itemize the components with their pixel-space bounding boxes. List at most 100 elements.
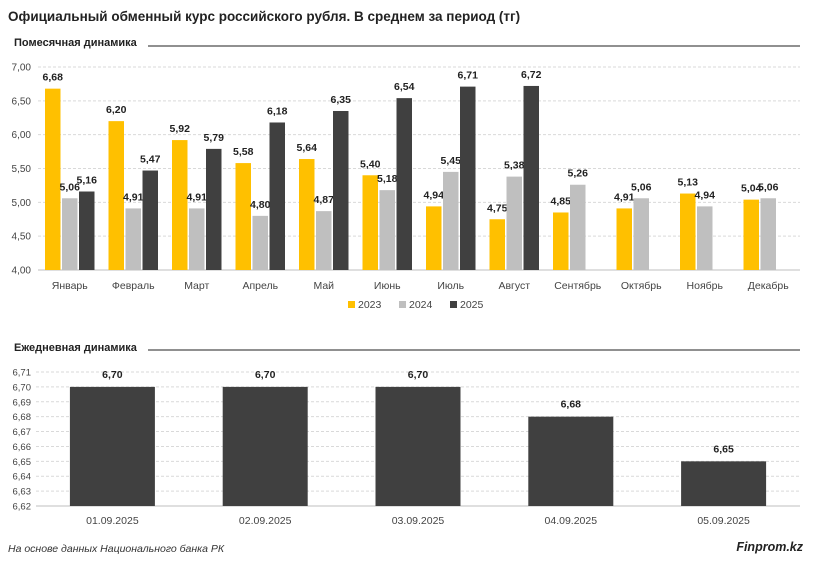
bar-2025 xyxy=(142,170,158,270)
y-tick-label: 6,66 xyxy=(13,442,32,453)
y-tick-label: 6,67 xyxy=(13,427,32,438)
monthly-chart: 4,00 4,50 5,00 5,50 6,00 6,50 7,00 Январь 6,68 5,… xyxy=(12,63,800,311)
x-tick-label: 02.09.2025 xyxy=(239,515,292,527)
data-label: 6,35 xyxy=(331,94,352,106)
data-label: 5,58 xyxy=(233,146,254,158)
data-label: 5,47 xyxy=(140,154,161,166)
y-tick-label: 6,65 xyxy=(13,457,32,468)
x-tick-label: Январь xyxy=(52,280,89,292)
data-label: 6,71 xyxy=(458,70,479,82)
data-label: 5,64 xyxy=(297,142,318,154)
monthly-section-title: Помесячная динамика xyxy=(14,37,137,49)
x-tick-label: Февраль xyxy=(112,280,155,292)
y-tick-label: 6,50 xyxy=(12,96,32,107)
bar-2024 xyxy=(316,211,332,270)
data-label: 4,75 xyxy=(487,202,508,214)
data-label: 4,91 xyxy=(614,191,635,203)
data-label: 4,94 xyxy=(424,189,445,201)
bar-2023 xyxy=(553,212,569,270)
daily-bar xyxy=(69,386,155,506)
x-tick-label: 05.09.2025 xyxy=(697,515,750,527)
data-label: 5,06 xyxy=(758,181,779,193)
data-label: 6,20 xyxy=(106,104,127,116)
data-label: 6,68 xyxy=(43,72,64,84)
bar-2025 xyxy=(396,98,412,270)
daily-bar xyxy=(681,461,767,506)
bar-2024 xyxy=(697,206,713,270)
x-tick-label: Октябрь xyxy=(621,280,662,292)
data-label: 5,18 xyxy=(377,173,398,185)
bar-2023 xyxy=(362,175,378,270)
legend-swatch-2023 xyxy=(348,301,355,308)
data-label: 5,79 xyxy=(204,132,225,144)
daily-section-title: Ежедневная динамика xyxy=(14,342,137,354)
y-tick-label: 6,68 xyxy=(13,412,32,423)
data-label: 5,13 xyxy=(678,177,699,189)
x-tick-label: Ноябрь xyxy=(687,280,724,292)
bar-2023 xyxy=(426,206,442,270)
bar-2025 xyxy=(79,191,95,270)
bar-2023 xyxy=(172,140,188,270)
bar-2023 xyxy=(299,159,315,270)
bar-2023 xyxy=(680,193,696,270)
data-label: 5,45 xyxy=(441,155,462,167)
data-label: 4,91 xyxy=(123,191,144,203)
bar-2025 xyxy=(460,86,476,270)
legend-swatch-2024 xyxy=(399,301,406,308)
y-tick-label: 4,00 xyxy=(12,266,32,277)
x-tick-label: Март xyxy=(184,280,209,292)
bar-2024 xyxy=(62,198,78,270)
bar-2024 xyxy=(125,208,141,270)
x-tick-label: Апрель xyxy=(242,280,278,292)
y-tick-label: 6,62 xyxy=(13,502,32,513)
bar-2024 xyxy=(252,215,268,270)
x-tick-label: Декабрь xyxy=(748,280,789,292)
y-tick-label: 6,69 xyxy=(13,397,32,408)
x-tick-label: Май xyxy=(313,280,334,292)
x-tick-label: Июнь xyxy=(374,280,401,292)
daily-bar xyxy=(222,386,308,506)
data-label: 5,06 xyxy=(60,181,81,193)
legend-swatch-2025 xyxy=(450,301,457,308)
bar-2023 xyxy=(235,163,251,270)
data-label: 6,70 xyxy=(102,369,123,381)
bar-2024 xyxy=(506,176,522,270)
bar-2023 xyxy=(743,199,759,270)
legend-label: 2025 xyxy=(460,299,484,311)
data-label: 5,04 xyxy=(741,183,762,195)
data-label: 4,80 xyxy=(250,199,271,211)
data-label: 4,85 xyxy=(551,195,572,207)
bar-2024 xyxy=(633,198,649,270)
bar-2024 xyxy=(570,184,586,270)
y-tick-label: 6,00 xyxy=(12,130,32,141)
data-label: 5,92 xyxy=(170,123,191,135)
data-label: 6,54 xyxy=(394,81,415,93)
bar-2023 xyxy=(489,219,505,270)
daily-chart: 6,62 6,63 6,64 6,65 6,66 6,67 6,68 6,69 6,70 6,71… xyxy=(13,368,800,527)
y-tick-label: 6,70 xyxy=(13,382,32,393)
data-label: 6,18 xyxy=(267,105,288,117)
bar-2024 xyxy=(379,190,395,270)
data-label: 5,40 xyxy=(360,158,381,170)
data-label: 6,70 xyxy=(255,369,276,381)
y-tick-label: 6,71 xyxy=(13,368,32,379)
data-label: 6,65 xyxy=(713,443,734,455)
bar-2023 xyxy=(45,88,61,270)
y-tick-label: 6,63 xyxy=(13,487,32,498)
bar-2023 xyxy=(108,121,124,270)
x-tick-label: 04.09.2025 xyxy=(545,515,598,527)
chart-title: Официальный обменный курс российского ру… xyxy=(8,9,521,24)
y-tick-label: 4,50 xyxy=(12,232,32,243)
bar-2025 xyxy=(333,110,349,270)
x-tick-label: Сентябрь xyxy=(554,280,602,292)
data-label: 6,72 xyxy=(521,69,542,81)
y-tick-label: 5,50 xyxy=(12,164,32,175)
bar-2025 xyxy=(269,122,285,270)
data-label: 6,68 xyxy=(561,399,582,411)
bar-2025 xyxy=(523,85,539,271)
data-label: 5,38 xyxy=(504,160,525,172)
daily-bar xyxy=(375,386,461,506)
brand-logo: Finprom.kz xyxy=(736,540,803,554)
data-label: 6,70 xyxy=(408,369,429,381)
x-tick-label: Август xyxy=(498,280,530,292)
